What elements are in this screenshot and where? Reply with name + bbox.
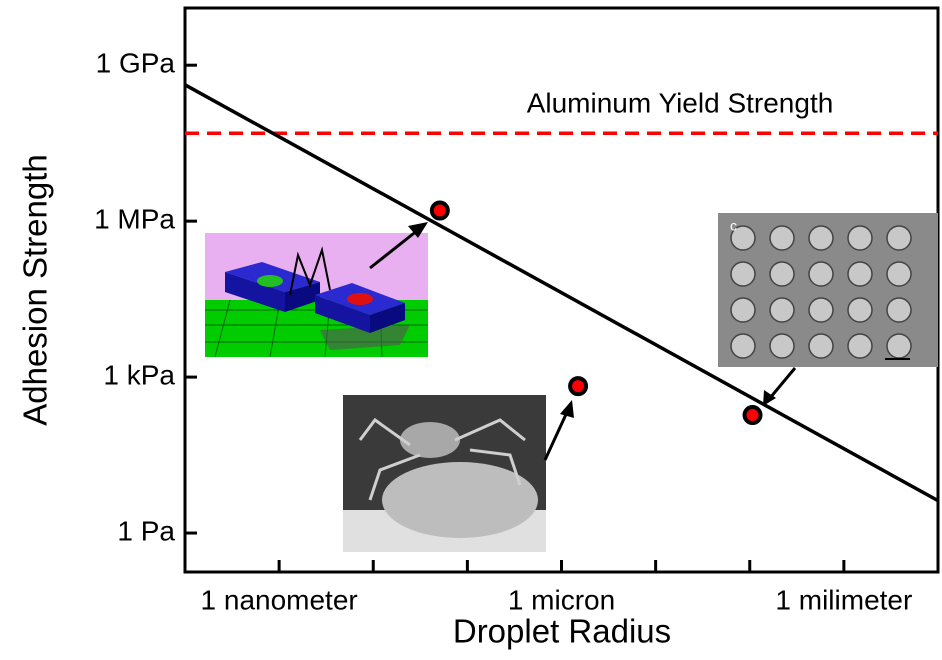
y-tick-label: 1 MPa xyxy=(94,204,175,235)
data-point xyxy=(745,407,761,423)
data-point xyxy=(570,378,586,394)
droplet xyxy=(809,226,833,250)
droplet xyxy=(848,334,872,358)
y-tick-label: 1 Pa xyxy=(117,515,175,546)
droplet xyxy=(848,262,872,286)
droplet xyxy=(809,262,833,286)
x-tick-label: 1 milimeter xyxy=(775,584,912,615)
droplet xyxy=(731,262,755,286)
inset-drop xyxy=(347,293,373,305)
x-axis-label: Droplet Radius xyxy=(453,613,671,650)
droplet xyxy=(809,334,833,358)
inset-head xyxy=(400,422,460,458)
droplet xyxy=(770,298,794,322)
chart: Droplet Radius Adhesion Strength 1 nanom… xyxy=(0,0,942,660)
reference-label: Aluminum Yield Strength xyxy=(527,88,834,119)
droplet xyxy=(848,298,872,322)
droplet xyxy=(887,334,911,358)
y-axis-label: Adhesion Strength xyxy=(17,154,54,426)
droplet xyxy=(770,334,794,358)
x-tick-label: 1 micron xyxy=(508,584,615,615)
droplet xyxy=(887,298,911,322)
droplet xyxy=(848,226,872,250)
droplet xyxy=(731,334,755,358)
inset-drop xyxy=(257,275,283,287)
droplet xyxy=(887,262,911,286)
droplet xyxy=(731,298,755,322)
droplet xyxy=(770,226,794,250)
y-tick-label: 1 kPa xyxy=(103,359,175,390)
y-tick-label: 1 GPa xyxy=(96,48,176,79)
data-point xyxy=(432,203,448,219)
droplet xyxy=(809,298,833,322)
inset-letter: c xyxy=(730,218,737,234)
x-tick-label: 1 nanometer xyxy=(201,584,358,615)
droplet xyxy=(887,226,911,250)
droplet xyxy=(770,262,794,286)
